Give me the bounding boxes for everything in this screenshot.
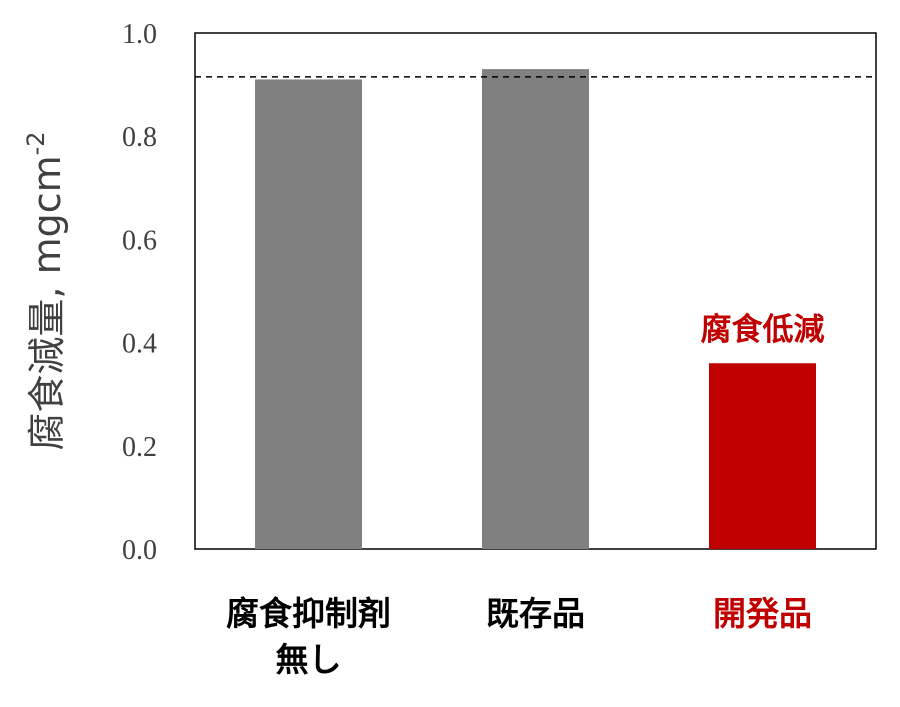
y-axis-label-main: 腐食減量, mgcm: [25, 155, 69, 450]
y-axis-label: 腐食減量, mgcm-2: [22, 131, 69, 450]
y-tick-label: 0.4: [122, 329, 157, 360]
category-label-2: 既存品: [486, 594, 585, 633]
annotation-label: 腐食低減: [701, 312, 825, 348]
bars-group: [255, 69, 816, 550]
category-label-3: 開発品: [713, 594, 812, 633]
category-label-line: 腐食抑制剤: [226, 594, 391, 633]
category-label-line: 無し: [276, 640, 342, 679]
category-label-line: 既存品: [486, 594, 585, 633]
y-tick-label: 0.6: [122, 225, 157, 256]
y-tick-label: 0.8: [122, 122, 157, 153]
category-label-1: 腐食抑制剤無し: [226, 594, 391, 679]
y-axis-label-superscript: -2: [22, 131, 50, 155]
y-tick-label: 1.0: [122, 19, 157, 50]
bar-1: [255, 79, 362, 549]
y-tick-label: 0.2: [122, 432, 157, 463]
bar-3: [709, 363, 816, 549]
category-label-line: 開発品: [713, 594, 812, 633]
category-labels: 腐食抑制剤無し 既存品 開発品: [226, 594, 812, 679]
y-tick-label: 0.0: [122, 535, 157, 566]
y-tick-labels: 0.0 0.2 0.4 0.6 0.8 1.0: [122, 19, 157, 566]
bar-2: [482, 69, 589, 550]
